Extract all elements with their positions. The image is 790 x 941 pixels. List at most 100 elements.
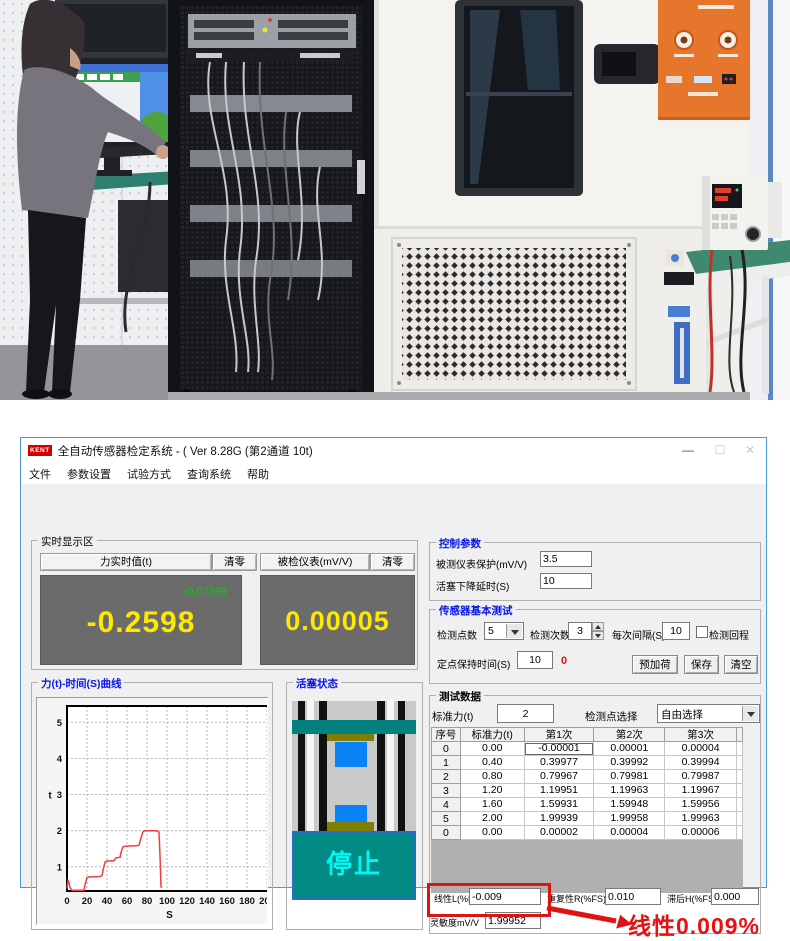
sensitivity-input[interactable] xyxy=(485,912,541,929)
table-cell[interactable]: 0 xyxy=(431,825,461,840)
hysteresis-input[interactable] xyxy=(711,888,759,905)
table-row: 0 0.00 0.00002 0.00004 0.00006 xyxy=(431,825,744,840)
hold-time-input[interactable] xyxy=(517,651,553,669)
table-cell[interactable]: 1.59956 xyxy=(664,797,737,812)
chamber-vent xyxy=(391,237,637,391)
piston-column xyxy=(298,701,305,900)
table-cell[interactable]: 0.00004 xyxy=(664,741,737,756)
table-header-cell[interactable]: 序号 xyxy=(431,727,461,742)
table-cell[interactable]: 2 xyxy=(431,769,461,784)
clear-button[interactable]: 清空 xyxy=(724,655,758,674)
svg-text:120: 120 xyxy=(179,896,195,907)
save-button[interactable]: 保存 xyxy=(684,655,719,674)
upper-anvil xyxy=(335,742,367,767)
interval-input[interactable] xyxy=(662,622,690,640)
protection-input[interactable] xyxy=(540,551,592,567)
table-cell[interactable]: 0.00 xyxy=(459,825,525,840)
title-bar: KENT 全自动传感器检定系统 - ( Ver 8.28G (第2通道 10t)… xyxy=(21,438,766,463)
table-cell[interactable]: 1.99939 xyxy=(523,811,595,826)
table-cell[interactable]: -0.00001 xyxy=(523,741,595,756)
svg-text:2: 2 xyxy=(57,826,62,837)
table-cell[interactable]: 0.00002 xyxy=(523,825,595,840)
hysteresis-label: 滞后H(%FS) xyxy=(667,894,717,904)
table-cell[interactable]: 1.99958 xyxy=(593,811,666,826)
table-header-cell[interactable]: 标准力(t) xyxy=(459,727,525,742)
table-header-cell[interactable]: 第1次 xyxy=(523,727,595,742)
table-cell[interactable]: 0.79987 xyxy=(664,769,737,784)
table-cell[interactable]: 0.00001 xyxy=(593,741,666,756)
table-row: 3 1.20 1.19951 1.19963 1.19967 xyxy=(431,783,744,798)
table-cell[interactable]: 0.79967 xyxy=(523,769,595,784)
table-row: 4 1.60 1.59931 1.59948 1.59956 xyxy=(431,797,744,812)
clear-meter-button[interactable]: 清零 xyxy=(370,553,415,571)
table-cell[interactable]: 0 xyxy=(431,741,461,756)
times-input[interactable] xyxy=(568,622,592,640)
std-force-input[interactable] xyxy=(497,704,554,723)
table-cell[interactable]: 1.20 xyxy=(459,783,525,798)
menu-item-parameter-settings[interactable]: 参数设置 xyxy=(67,468,111,481)
data-grid: 序号 标准力(t) 第1次 第2次 第3次 0 0.00 -0.00001 0.00001 0.0… xyxy=(431,727,744,893)
menu-item-test-mode[interactable]: 试验方式 xyxy=(127,468,171,481)
spinner-down-icon[interactable] xyxy=(592,631,604,640)
table-cell[interactable]: 1.60 xyxy=(459,797,525,812)
test-data-table[interactable]: 序号 标准力(t) 第1次 第2次 第3次 0 0.00 -0.00001 0.00001 0.0… xyxy=(431,727,744,840)
maximize-button[interactable]: ☐ xyxy=(714,443,726,457)
table-header-cell[interactable]: 第2次 xyxy=(593,727,666,742)
table-cell[interactable]: 0.00 xyxy=(459,741,525,756)
realtime-group-label: 实时显示区 xyxy=(38,534,97,549)
table-cell[interactable]: 0.80 xyxy=(459,769,525,784)
minimize-button[interactable]: — xyxy=(682,443,694,457)
table-row: 1 0.40 0.39977 0.39992 0.39994 xyxy=(431,755,744,770)
interval-label: 每次间隔(S) xyxy=(612,631,666,642)
close-button[interactable]: ✕ xyxy=(744,443,756,457)
point-select-dropdown[interactable]: 自由选择 xyxy=(657,704,760,723)
hold-time-label: 定点保持时间(S) xyxy=(437,660,511,671)
client-area: 实时显示区 力实时值(t) 清零 被检仪表(mV/V) 清零 -0.07399 … xyxy=(21,484,766,939)
preload-button[interactable]: 预加荷 xyxy=(632,655,678,674)
menu-item-query-system[interactable]: 查询系统 xyxy=(187,468,231,481)
chart-group-label: 力(t)-时间(S)曲线 xyxy=(38,676,125,691)
table-cell[interactable]: 0.39992 xyxy=(593,755,666,770)
table-header-sliver xyxy=(735,727,744,742)
table-cell[interactable]: 1.19967 xyxy=(664,783,737,798)
table-cell[interactable]: 0.79981 xyxy=(593,769,666,784)
table-cell[interactable]: 1.19951 xyxy=(523,783,595,798)
table-cell[interactable]: 4 xyxy=(431,797,461,812)
rack-module xyxy=(188,14,356,48)
table-header-cell[interactable]: 第3次 xyxy=(664,727,737,742)
menu-item-help[interactable]: 帮助 xyxy=(247,468,269,481)
table-cell[interactable]: 1 xyxy=(431,755,461,770)
table-cell[interactable]: 5 xyxy=(431,811,461,826)
force-aux-value: -0.07399 xyxy=(183,586,227,598)
force-time-chart-group: 力(t)-时间(S)曲线 0 20 40 60 80 100 120 140 160 180 200… xyxy=(31,676,275,930)
table-cell[interactable]: 0.39977 xyxy=(523,755,595,770)
table-cell[interactable]: 0.40 xyxy=(459,755,525,770)
clear-force-button[interactable]: 清零 xyxy=(212,553,257,571)
table-cell[interactable]: 1.19963 xyxy=(593,783,666,798)
linearity-input[interactable] xyxy=(469,888,541,905)
menu-item-file[interactable]: 文件 xyxy=(29,468,51,481)
spinner-up-icon[interactable] xyxy=(592,622,604,631)
times-spinner[interactable] xyxy=(592,622,604,640)
meter-value: 0.00005 xyxy=(285,606,390,636)
table-cell[interactable]: 2.00 xyxy=(459,811,525,826)
table-cell[interactable]: 0.00004 xyxy=(593,825,666,840)
table-cell[interactable]: 1.59948 xyxy=(593,797,666,812)
realtime-display-group: 实时显示区 力实时值(t) 清零 被检仪表(mV/V) 清零 -0.07399 … xyxy=(31,534,418,670)
svg-text:40: 40 xyxy=(102,896,113,907)
table-cell[interactable]: 1.99963 xyxy=(664,811,737,826)
points-select[interactable]: 5 xyxy=(484,622,524,640)
table-cell[interactable]: 0.00006 xyxy=(664,825,737,840)
blue-label xyxy=(668,306,690,317)
menu-bar: 文件 参数设置 试验方式 查询系统 帮助 xyxy=(21,463,766,485)
piston-delay-input[interactable] xyxy=(540,573,592,589)
piston-status-group: 活塞状态 停止 xyxy=(286,676,423,930)
table-cell[interactable]: 1.59931 xyxy=(523,797,595,812)
test-data-label: 测试数据 xyxy=(436,689,484,704)
table-cell[interactable]: 0.39994 xyxy=(664,755,737,770)
table-cell[interactable]: 3 xyxy=(431,783,461,798)
meter-display: 0.00005 xyxy=(260,575,415,665)
chevron-down-icon[interactable] xyxy=(742,706,758,721)
chevron-down-icon[interactable] xyxy=(506,624,522,638)
return-checkbox[interactable] xyxy=(696,626,708,638)
